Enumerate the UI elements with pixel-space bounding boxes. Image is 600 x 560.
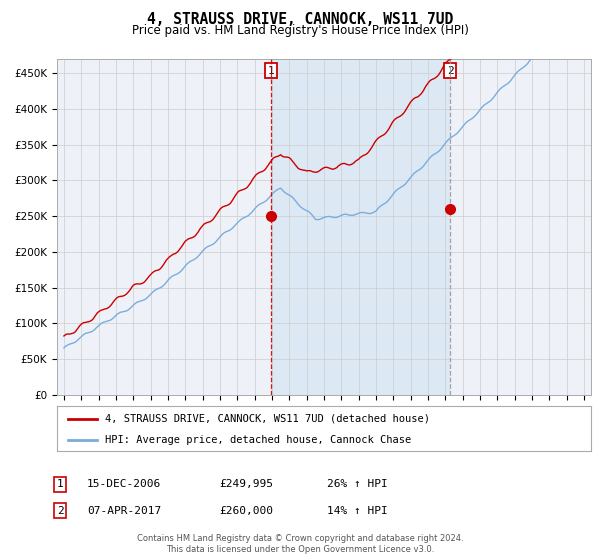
- Text: Contains HM Land Registry data © Crown copyright and database right 2024.
This d: Contains HM Land Registry data © Crown c…: [137, 534, 463, 554]
- Text: 15-DEC-2006: 15-DEC-2006: [87, 479, 161, 489]
- Text: 2: 2: [446, 66, 454, 76]
- Text: 4, STRAUSS DRIVE, CANNOCK, WS11 7UD (detached house): 4, STRAUSS DRIVE, CANNOCK, WS11 7UD (det…: [105, 413, 430, 423]
- Text: £260,000: £260,000: [219, 506, 273, 516]
- Text: 1: 1: [268, 66, 275, 76]
- Text: Price paid vs. HM Land Registry's House Price Index (HPI): Price paid vs. HM Land Registry's House …: [131, 24, 469, 36]
- Bar: [271, 59, 450, 395]
- Text: HPI: Average price, detached house, Cannock Chase: HPI: Average price, detached house, Cann…: [105, 435, 412, 445]
- Text: 26% ↑ HPI: 26% ↑ HPI: [327, 479, 388, 489]
- Text: 1: 1: [56, 479, 64, 489]
- Text: 4, STRAUSS DRIVE, CANNOCK, WS11 7UD: 4, STRAUSS DRIVE, CANNOCK, WS11 7UD: [147, 12, 453, 27]
- Text: 07-APR-2017: 07-APR-2017: [87, 506, 161, 516]
- Text: 2: 2: [56, 506, 64, 516]
- Text: £249,995: £249,995: [219, 479, 273, 489]
- Text: 14% ↑ HPI: 14% ↑ HPI: [327, 506, 388, 516]
